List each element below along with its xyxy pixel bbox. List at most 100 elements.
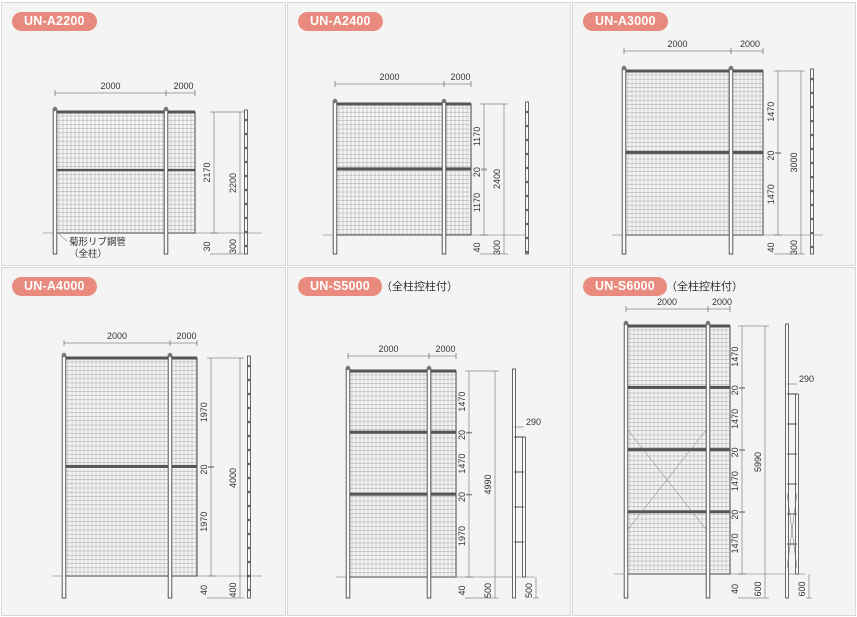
total-height-label: 2400 (492, 169, 502, 189)
fence-post (167, 354, 173, 599)
side-post-bolt (247, 588, 251, 592)
ground-gap-label: 40 (472, 242, 482, 252)
row-height-label: 1470 (766, 102, 776, 122)
mesh-panel (54, 111, 196, 234)
side-post-bolt (247, 462, 251, 466)
model-badge: UN-S6000 (583, 277, 667, 296)
row-height-label: 20 (730, 385, 740, 395)
frame-rail-top (335, 102, 471, 106)
width-label: 2000 (107, 331, 127, 341)
side-post-bolt (247, 574, 251, 578)
post-cap (345, 365, 351, 371)
row-height-label: 1170 (472, 127, 482, 146)
side-post-profile (785, 323, 789, 599)
post-cap (332, 98, 338, 104)
brace-width-label: 290 (526, 417, 541, 427)
side-post-bolt (247, 378, 251, 382)
fence-post (621, 67, 627, 255)
model-badge: UN-A2200 (12, 12, 97, 31)
width-label: 2000 (173, 81, 193, 91)
model-badge: UN-A4000 (12, 277, 97, 296)
cross-brace (627, 430, 707, 530)
row-height-label: 1970 (199, 512, 209, 532)
base-depth-label: 300 (228, 239, 238, 254)
brace-base-label: 600 (797, 581, 807, 596)
row-height-label: 20 (457, 492, 467, 502)
frame-rail (64, 464, 197, 468)
fence-post (728, 67, 734, 255)
row-height-label: 1470 (766, 184, 776, 204)
side-post-bolt (810, 175, 814, 179)
side-post-bolt (247, 476, 251, 480)
post-cap (167, 352, 173, 358)
side-post-bolt (810, 147, 814, 151)
side-post-bolt (247, 434, 251, 438)
frame-rail-top (55, 110, 195, 114)
post-cap (163, 106, 169, 112)
side-post-bolt (244, 202, 248, 206)
mesh-panel (347, 370, 457, 578)
caption-leader (58, 233, 68, 242)
frame-rail-top (624, 69, 763, 73)
frame-rail-top (64, 356, 197, 360)
post-cap (52, 106, 58, 112)
panel-un-a2200: UN-A2200 2000 2000 2170 2200 30 300 菊形リブ鋼管 （全柱） (1, 2, 286, 266)
side-post-bolt (244, 244, 248, 248)
fence-post (441, 100, 447, 255)
frame-rail-top (626, 324, 730, 328)
ground-gap-label: 40 (730, 584, 740, 594)
frame-rail (348, 492, 456, 496)
row-height-label: 1970 (199, 402, 209, 422)
side-post-bolt (525, 180, 529, 184)
side-post-bolt (244, 132, 248, 136)
side-post-bolt (810, 245, 814, 249)
row-height-label: 20 (730, 447, 740, 457)
side-post-bolt (244, 174, 248, 178)
row-height-label: 20 (766, 151, 776, 161)
side-post-bolt (810, 133, 814, 137)
row-height-label: 1470 (457, 454, 467, 474)
side-post-bolt (810, 189, 814, 193)
total-height-label: 4000 (228, 468, 238, 488)
frame-rail (348, 430, 456, 434)
base-depth-label: 500 (483, 583, 493, 598)
width-label: 2000 (740, 39, 760, 49)
fence-post (623, 322, 629, 599)
side-post-bolt (247, 406, 251, 410)
brace-width-label: 290 (799, 374, 814, 384)
width-label: 2000 (379, 72, 399, 82)
side-post-bolt (247, 448, 251, 452)
side-post-bolt (244, 146, 248, 150)
panel-un-a2400: UN-A2400 2000 2000 1170 20 1170 2400 40 300 (287, 2, 571, 266)
width-label: 2000 (435, 344, 455, 354)
side-post-profile (810, 68, 814, 255)
width-label: 2000 (450, 72, 470, 82)
side-post-profile (525, 101, 529, 255)
panel-un-s6000: UN-S6000 （全柱控柱付） 2000 2000 1470 20 1470 20 147… (572, 267, 856, 616)
pipe-caption: （全柱） (69, 248, 107, 260)
side-post-bolt (525, 236, 529, 240)
row-height-label: 1970 (457, 526, 467, 546)
side-post-bolt (244, 230, 248, 234)
model-badge: UN-S5000 (298, 277, 382, 296)
pipe-caption: 菊形リブ鋼管 (69, 236, 126, 248)
row-height-label: 20 (199, 465, 209, 475)
side-post-bolt (525, 152, 529, 156)
side-post-profile (512, 368, 516, 599)
panel-un-a4000: UN-A4000 2000 2000 1970 20 1970 4000 40 400 (1, 267, 286, 616)
side-post-bolt (525, 138, 529, 142)
side-post-bolt (810, 91, 814, 95)
post-cap (705, 320, 711, 326)
fence-elevation-drawing: 2000 2000 1470 20 1470 20 1970 4990 40 500 290 500 (336, 344, 541, 599)
width-label: 2000 (176, 331, 196, 341)
side-post-bolt (525, 166, 529, 170)
side-post-bolt (810, 203, 814, 207)
row-height-label: 1470 (730, 471, 740, 491)
frame-rail (335, 167, 471, 171)
total-height-label: 3000 (789, 152, 799, 172)
fence-elevation-drawing: 2000 2000 1170 20 1170 2400 40 300 (323, 72, 529, 255)
frame-rail (624, 150, 763, 154)
fence-post (52, 108, 58, 255)
frame-rail-top (348, 369, 456, 373)
